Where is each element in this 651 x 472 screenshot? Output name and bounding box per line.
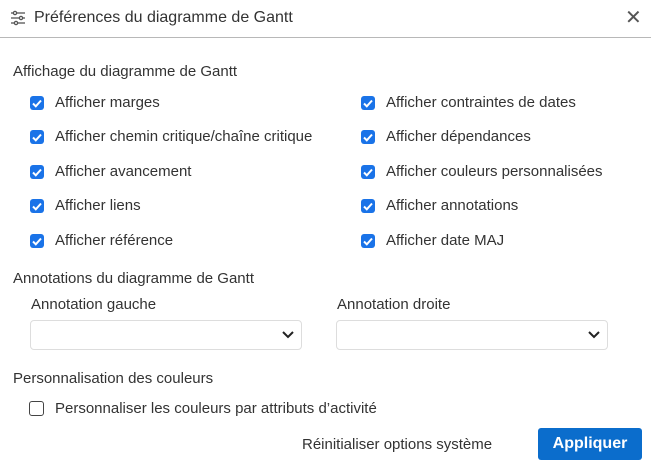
option-label: Afficher annotations <box>386 197 519 214</box>
checkbox-checked[interactable] <box>30 129 44 144</box>
checkbox-unchecked[interactable] <box>29 401 44 416</box>
sliders-icon <box>11 10 25 26</box>
left-annotation-label: Annotation gauche <box>31 296 157 313</box>
dialog-title: Préférences du diagramme de Gantt <box>34 9 293 26</box>
check-icon <box>363 99 373 108</box>
display-option-checkbox[interactable]: Afficher contraintes de dates <box>361 94 576 111</box>
right-annotation-label: Annotation droite <box>337 296 451 313</box>
display-option-checkbox[interactable]: Afficher date MAJ <box>361 232 504 249</box>
option-label: Afficher liens <box>55 197 141 214</box>
check-icon <box>363 168 373 177</box>
checkbox-checked[interactable] <box>30 95 44 110</box>
checkbox-checked[interactable] <box>361 164 375 179</box>
display-option-checkbox[interactable]: Afficher liens <box>30 197 141 214</box>
check-icon <box>32 168 42 177</box>
display-option-checkbox[interactable]: Afficher annotations <box>361 197 518 214</box>
customize-colors-checkbox[interactable]: Personnaliser les couleurs par attributs… <box>29 400 377 417</box>
checkbox-checked[interactable] <box>30 198 44 213</box>
right-annotation-select[interactable] <box>336 320 608 350</box>
option-label: Afficher chemin critique/chaîne critique <box>55 128 313 145</box>
chevron-down-icon <box>588 331 600 339</box>
display-heading: Affichage du diagramme de Gantt <box>13 63 238 80</box>
annotations-heading: Annotations du diagramme de Gantt <box>13 270 254 287</box>
left-annotation-select[interactable] <box>30 320 302 350</box>
display-option-checkbox[interactable]: Afficher dépendances <box>361 128 531 145</box>
display-option-checkbox[interactable]: Afficher marges <box>30 94 160 111</box>
colors-heading: Personnalisation des couleurs <box>13 370 214 387</box>
checkbox-checked[interactable] <box>361 233 375 248</box>
checkbox-checked[interactable] <box>361 95 375 110</box>
option-label: Afficher dépendances <box>386 128 531 145</box>
display-option-checkbox[interactable]: Afficher couleurs personnalisées <box>361 163 603 180</box>
checkbox-checked[interactable] <box>361 129 375 144</box>
check-icon <box>363 237 373 246</box>
option-label: Afficher référence <box>55 232 174 249</box>
option-label: Afficher couleurs personnalisées <box>386 163 603 180</box>
option-label: Afficher avancement <box>55 163 192 180</box>
check-icon <box>32 237 42 246</box>
checkbox-checked[interactable] <box>30 164 44 179</box>
checkbox-checked[interactable] <box>361 198 375 213</box>
dialog-header: Préférences du diagramme de Gantt ✕ <box>0 0 651 38</box>
option-label: Afficher marges <box>55 94 160 111</box>
option-label: Afficher contraintes de dates <box>386 94 576 111</box>
display-option-checkbox[interactable]: Afficher chemin critique/chaîne critique <box>30 128 312 145</box>
check-icon <box>363 133 373 142</box>
check-icon <box>363 202 373 211</box>
check-icon <box>32 202 42 211</box>
display-option-checkbox[interactable]: Afficher référence <box>30 232 173 249</box>
check-icon <box>32 133 42 142</box>
close-icon[interactable]: ✕ <box>625 7 642 29</box>
check-icon <box>32 99 42 108</box>
apply-button[interactable]: Appliquer <box>538 428 642 460</box>
chevron-down-icon <box>282 331 294 339</box>
reset-system-options-button[interactable]: Réinitialiser options système <box>302 436 493 453</box>
option-label: Afficher date MAJ <box>386 232 505 249</box>
checkbox-checked[interactable] <box>30 233 44 248</box>
display-option-checkbox[interactable]: Afficher avancement <box>30 163 191 180</box>
